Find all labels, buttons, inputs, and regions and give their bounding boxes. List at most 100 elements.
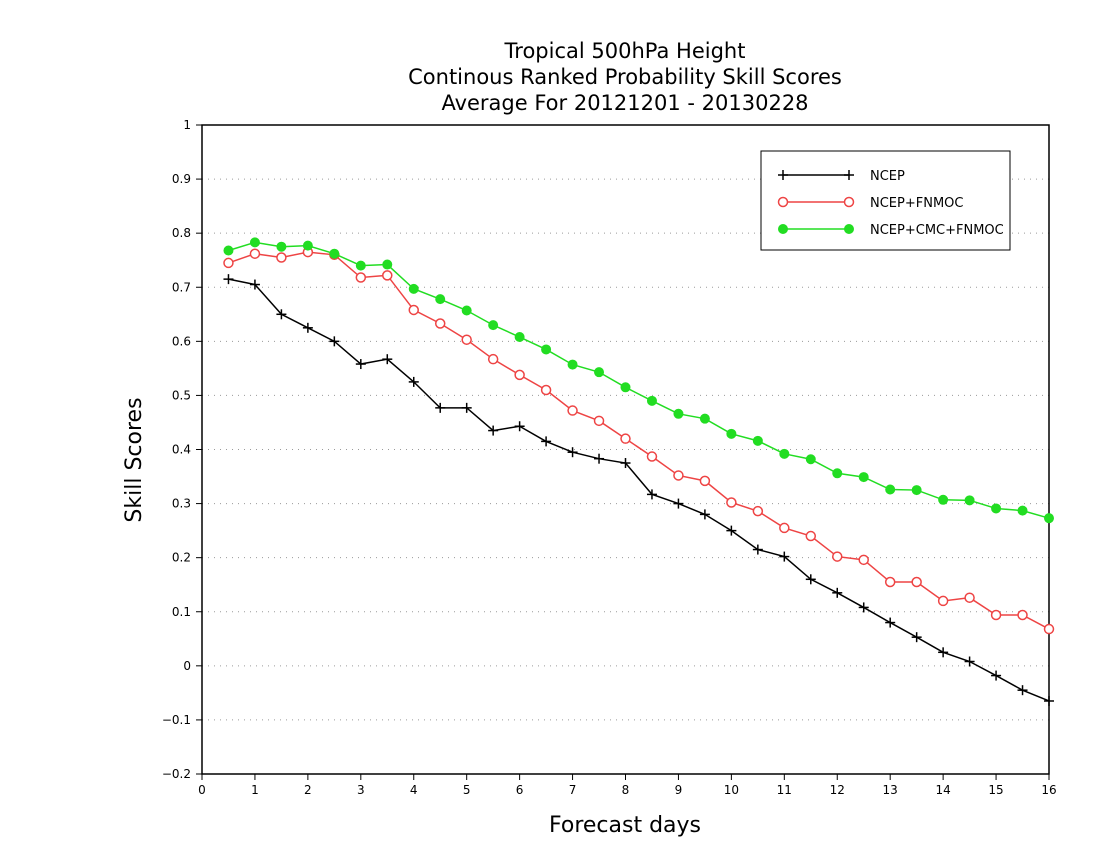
x-tick-label: 14: [935, 783, 950, 797]
legend: NCEP NCEP+FNMOC NCEP+CMC+FNMOC: [760, 150, 1011, 251]
x-tick-label: 16: [1041, 783, 1056, 797]
series-line-ncep-fnmoc: [228, 251, 1050, 630]
data-point-ncep: [302, 322, 313, 333]
series-line-ncep: [228, 278, 1050, 702]
legend-item-ncep-fnmoc: NCEP+FNMOC: [777, 196, 963, 211]
y-tick-label: 0.1: [172, 605, 191, 619]
y-tick-label: −0.2: [162, 767, 191, 781]
data-point-ncep-cmc-fnmoc: [461, 305, 472, 316]
data-point-ncep: [488, 425, 499, 436]
y-tick-label: 0.3: [172, 497, 191, 511]
data-point-ncep: [938, 647, 949, 658]
data-point-ncep: [594, 453, 605, 464]
x-tick-label: 5: [463, 783, 471, 797]
chart-title-line-1: Tropical 500hPa Height: [504, 39, 746, 63]
data-point-ncep: [541, 436, 552, 447]
data-point-ncep: [355, 359, 366, 370]
data-point-ncep: [779, 551, 790, 562]
data-point-ncep: [832, 587, 843, 598]
legend-marker: [778, 224, 788, 234]
data-point-ncep-cmc-fnmoc: [488, 320, 499, 331]
chart-title-line-2: Continous Ranked Probability Skill Score…: [408, 65, 842, 89]
data-point-ncep-fnmoc: [805, 530, 817, 542]
y-tick-label: 1: [183, 118, 191, 132]
x-axis-title: Forecast days: [549, 813, 701, 838]
data-point-ncep-fnmoc: [964, 592, 975, 603]
data-point-ncep: [223, 274, 234, 285]
data-point-ncep: [276, 309, 287, 320]
series-ncep: [223, 274, 1054, 706]
data-point-ncep-cmc-fnmoc: [752, 435, 763, 446]
data-point-ncep-cmc-fnmoc: [329, 248, 340, 259]
axis-ticks: −0.2−0.100.10.20.30.40.50.60.70.80.910 1 2…: [162, 118, 1057, 797]
data-point-ncep-cmc-fnmoc: [302, 240, 313, 251]
legend-item-ncep-cmc-fnmoc: NCEP+CMC+FNMOC: [778, 223, 1004, 238]
y-tick-label: 0.7: [172, 280, 191, 294]
data-point-ncep: [964, 656, 975, 667]
data-point-ncep-cmc-fnmoc: [249, 237, 260, 248]
x-tick-label: 0: [198, 783, 206, 797]
legend-label: NCEP: [870, 169, 905, 184]
data-point-ncep: [1044, 695, 1054, 706]
data-point-ncep: [911, 632, 922, 643]
data-point-ncep-cmc-fnmoc: [514, 332, 525, 343]
data-point-ncep-fnmoc: [673, 470, 684, 481]
y-tick-label: 0: [183, 659, 191, 673]
data-point-ncep-cmc-fnmoc: [355, 260, 366, 271]
data-point-ncep-cmc-fnmoc: [885, 484, 896, 495]
x-tick-label: 2: [304, 783, 312, 797]
data-point-ncep: [382, 354, 393, 365]
data-point-ncep-fnmoc: [382, 270, 393, 281]
data-point-ncep-fnmoc: [1043, 623, 1055, 635]
data-point-ncep: [514, 421, 525, 432]
legend-marker: [843, 196, 855, 208]
grid-lines: [202, 178, 1049, 721]
data-point-ncep-fnmoc: [937, 595, 949, 607]
data-point-ncep-cmc-fnmoc: [1017, 505, 1028, 516]
data-point-ncep-cmc-fnmoc: [858, 472, 869, 483]
data-point-ncep: [646, 489, 657, 500]
data-point-ncep: [461, 402, 472, 413]
data-point-ncep-fnmoc: [858, 554, 869, 566]
data-point-ncep-cmc-fnmoc: [964, 495, 975, 506]
data-point-ncep: [1017, 685, 1028, 696]
data-point-ncep: [885, 617, 896, 628]
series-line-ncep-cmc-fnmoc: [228, 241, 1050, 519]
y-tick-label: 0.5: [172, 388, 191, 402]
data-point-ncep-fnmoc: [567, 405, 578, 416]
data-point-ncep-cmc-fnmoc: [779, 448, 790, 459]
x-tick-label: 1: [251, 783, 259, 797]
data-point-ncep-cmc-fnmoc: [276, 241, 287, 252]
data-point-ncep-cmc-fnmoc: [911, 485, 922, 496]
data-point-ncep: [991, 670, 1002, 681]
legend-marker: [777, 196, 789, 208]
x-tick-label: 7: [569, 783, 577, 797]
data-point-ncep-cmc-fnmoc: [726, 428, 737, 439]
data-point-ncep: [408, 376, 419, 387]
data-point-ncep-fnmoc: [461, 334, 472, 345]
x-tick-label: 12: [830, 783, 845, 797]
x-tick-label: 8: [622, 783, 630, 797]
data-point-ncep-cmc-fnmoc: [408, 283, 419, 294]
data-point-ncep-fnmoc: [884, 576, 896, 588]
data-point-ncep-cmc-fnmoc: [646, 395, 657, 406]
x-tick-label: 13: [883, 783, 898, 797]
series-ncep-fnmoc: [223, 246, 1055, 635]
legend-box: [760, 150, 1011, 251]
data-point-ncep-cmc-fnmoc: [805, 454, 816, 465]
chart-title-line-3: Average For 20121201 - 20130228: [441, 91, 808, 115]
x-tick-label: 9: [675, 783, 683, 797]
y-axis-title: Skill Scores: [122, 397, 147, 522]
data-point-ncep-fnmoc: [699, 475, 711, 487]
x-tick-label: 6: [516, 783, 524, 797]
data-point-ncep-fnmoc: [434, 318, 446, 329]
data-point-ncep-fnmoc: [726, 497, 737, 508]
data-point-ncep-cmc-fnmoc: [541, 344, 552, 355]
data-point-ncep: [752, 544, 763, 555]
data-point-ncep-fnmoc: [514, 369, 525, 381]
x-tick-label: 10: [724, 783, 739, 797]
y-tick-label: 0.4: [172, 443, 191, 457]
data-point-ncep-cmc-fnmoc: [567, 359, 578, 370]
y-tick-label: 0.6: [172, 334, 191, 348]
series-ncep-cmc-fnmoc: [223, 237, 1054, 524]
